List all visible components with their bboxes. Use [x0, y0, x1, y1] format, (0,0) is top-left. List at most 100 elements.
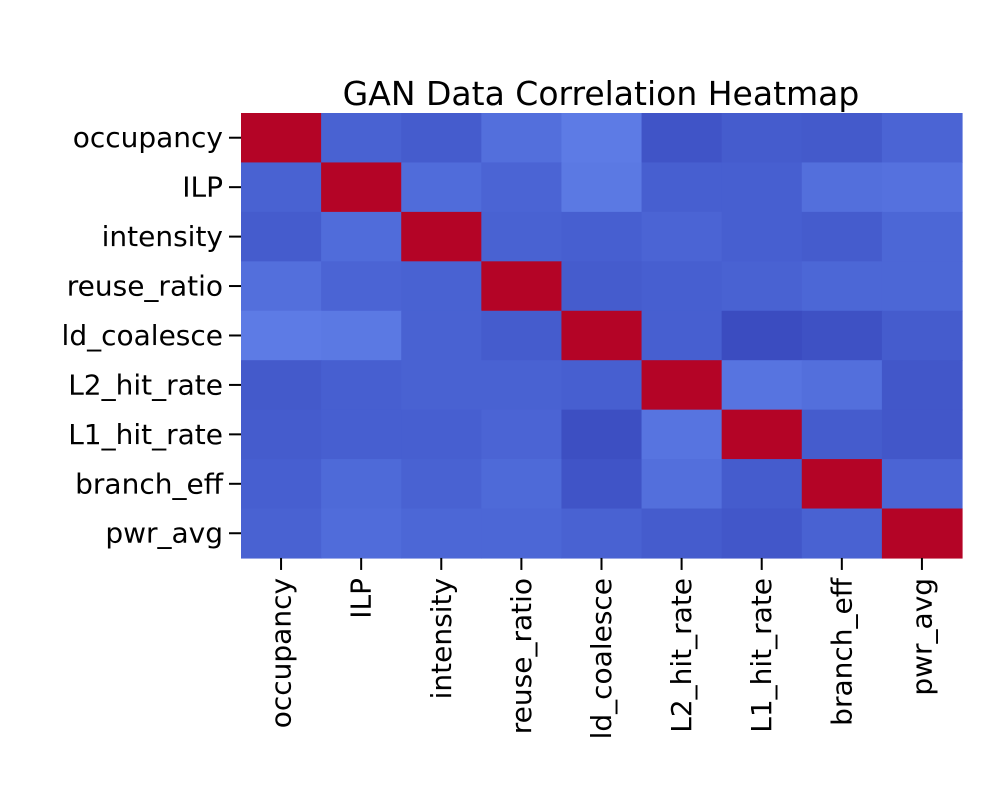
heatmap-cell — [641, 459, 723, 510]
heatmap-cell — [881, 409, 963, 460]
x-tick-label: ld_coalesce — [585, 578, 618, 739]
heatmap-cell — [481, 310, 563, 361]
heatmap-cell — [721, 310, 803, 361]
heatmap-cell — [401, 459, 482, 510]
y-tick-label: intensity — [102, 220, 223, 253]
heatmap-cell — [801, 162, 883, 213]
x-tick-label: ILP — [345, 578, 378, 619]
heatmap-cell — [321, 162, 402, 213]
heatmap-cell — [641, 310, 723, 361]
heatmap-cells — [241, 113, 963, 559]
heatmap-cell — [881, 360, 963, 411]
x-tick-label: L2_hit_rate — [665, 578, 698, 733]
heatmap-cell — [801, 310, 883, 361]
heatmap-cell — [881, 162, 963, 213]
y-tick-label: reuse_ratio — [67, 270, 223, 303]
x-tick-label: intensity — [425, 578, 458, 699]
heatmap-cell — [561, 409, 643, 460]
heatmap-cell — [401, 310, 482, 361]
x-tick-label: L1_hit_rate — [745, 578, 778, 733]
heatmap-cell — [641, 113, 723, 164]
heatmap-cell — [881, 310, 963, 361]
heatmap-cell — [801, 261, 883, 312]
heatmap-cell — [561, 261, 643, 312]
heatmap-cell — [561, 459, 643, 510]
heatmap-cell — [241, 508, 322, 559]
heatmap-cell — [801, 211, 883, 262]
heatmap-cell — [321, 360, 402, 411]
heatmap-cell — [721, 360, 803, 411]
heatmap-cell — [321, 459, 402, 510]
heatmap-cell — [401, 508, 482, 559]
heatmap-cell — [481, 360, 563, 411]
heatmap-cell — [881, 508, 963, 559]
heatmap-cell — [481, 162, 563, 213]
heatmap-cell — [401, 360, 482, 411]
heatmap-cell — [561, 113, 643, 164]
heatmap-cell — [561, 360, 643, 411]
heatmap-cell — [401, 261, 482, 312]
heatmap-cell — [321, 113, 402, 164]
heatmap-cell — [641, 162, 723, 213]
heatmap-cell — [561, 162, 643, 213]
chart-title: GAN Data Correlation Heatmap — [343, 74, 860, 113]
heatmap-cell — [801, 508, 883, 559]
heatmap-cell — [321, 310, 402, 361]
heatmap-cell — [401, 162, 482, 213]
heatmap-cell — [801, 409, 883, 460]
heatmap-cell — [241, 162, 322, 213]
heatmap-cell — [881, 459, 963, 510]
heatmap-cell — [721, 211, 803, 262]
heatmap-cell — [241, 360, 322, 411]
heatmap-cell — [481, 113, 563, 164]
heatmap-cell — [641, 261, 723, 312]
x-tick-label: branch_eff — [825, 577, 858, 726]
heatmap-cell — [321, 211, 402, 262]
heatmap-cell — [721, 162, 803, 213]
y-tick-label: L2_hit_rate — [68, 368, 223, 401]
heatmap-cell — [801, 360, 883, 411]
heatmap-cell — [481, 459, 563, 510]
y-tick-label: ILP — [182, 171, 223, 204]
heatmap-cell — [321, 409, 402, 460]
heatmap-cell — [241, 113, 322, 164]
heatmap-cell — [321, 261, 402, 312]
heatmap-cell — [481, 508, 563, 559]
heatmap-cell — [481, 261, 563, 312]
heatmap-cell — [321, 508, 402, 559]
heatmap-cell — [641, 409, 723, 460]
heatmap-cell — [641, 211, 723, 262]
x-tick-label: occupancy — [265, 578, 298, 728]
y-tick-label: branch_eff — [75, 467, 224, 500]
heatmap-cell — [721, 261, 803, 312]
y-tick-label: L1_hit_rate — [68, 418, 223, 451]
heatmap-cell — [721, 459, 803, 510]
heatmap-cell — [241, 261, 322, 312]
y-tick-label: occupancy — [73, 121, 223, 154]
heatmap-cell — [641, 360, 723, 411]
heatmap-cell — [881, 211, 963, 262]
heatmap-cell — [721, 508, 803, 559]
heatmap-cell — [401, 211, 482, 262]
heatmap-cell — [721, 113, 803, 164]
heatmap-cell — [881, 113, 963, 164]
heatmap-cell — [801, 113, 883, 164]
heatmap-cell — [481, 409, 563, 460]
heatmap-cell — [801, 459, 883, 510]
y-tick-label: ld_coalesce — [62, 319, 223, 352]
x-tick-label: pwr_avg — [905, 578, 938, 696]
heatmap-cell — [561, 310, 643, 361]
heatmap-cell — [241, 211, 322, 262]
x-axis: occupancy ILP intensity reuse_ratio ld_coale… — [265, 557, 938, 739]
heatmap-cell — [721, 409, 803, 460]
heatmap-cell — [561, 508, 643, 559]
heatmap-cell — [561, 211, 643, 262]
y-tick-label: pwr_avg — [105, 517, 223, 550]
x-tick-label: reuse_ratio — [505, 578, 538, 734]
heatmap-cell — [241, 310, 322, 361]
heatmap-cell — [241, 459, 322, 510]
heatmap-cell — [881, 261, 963, 312]
heatmap-cell — [401, 409, 482, 460]
heatmap-cell — [481, 211, 563, 262]
